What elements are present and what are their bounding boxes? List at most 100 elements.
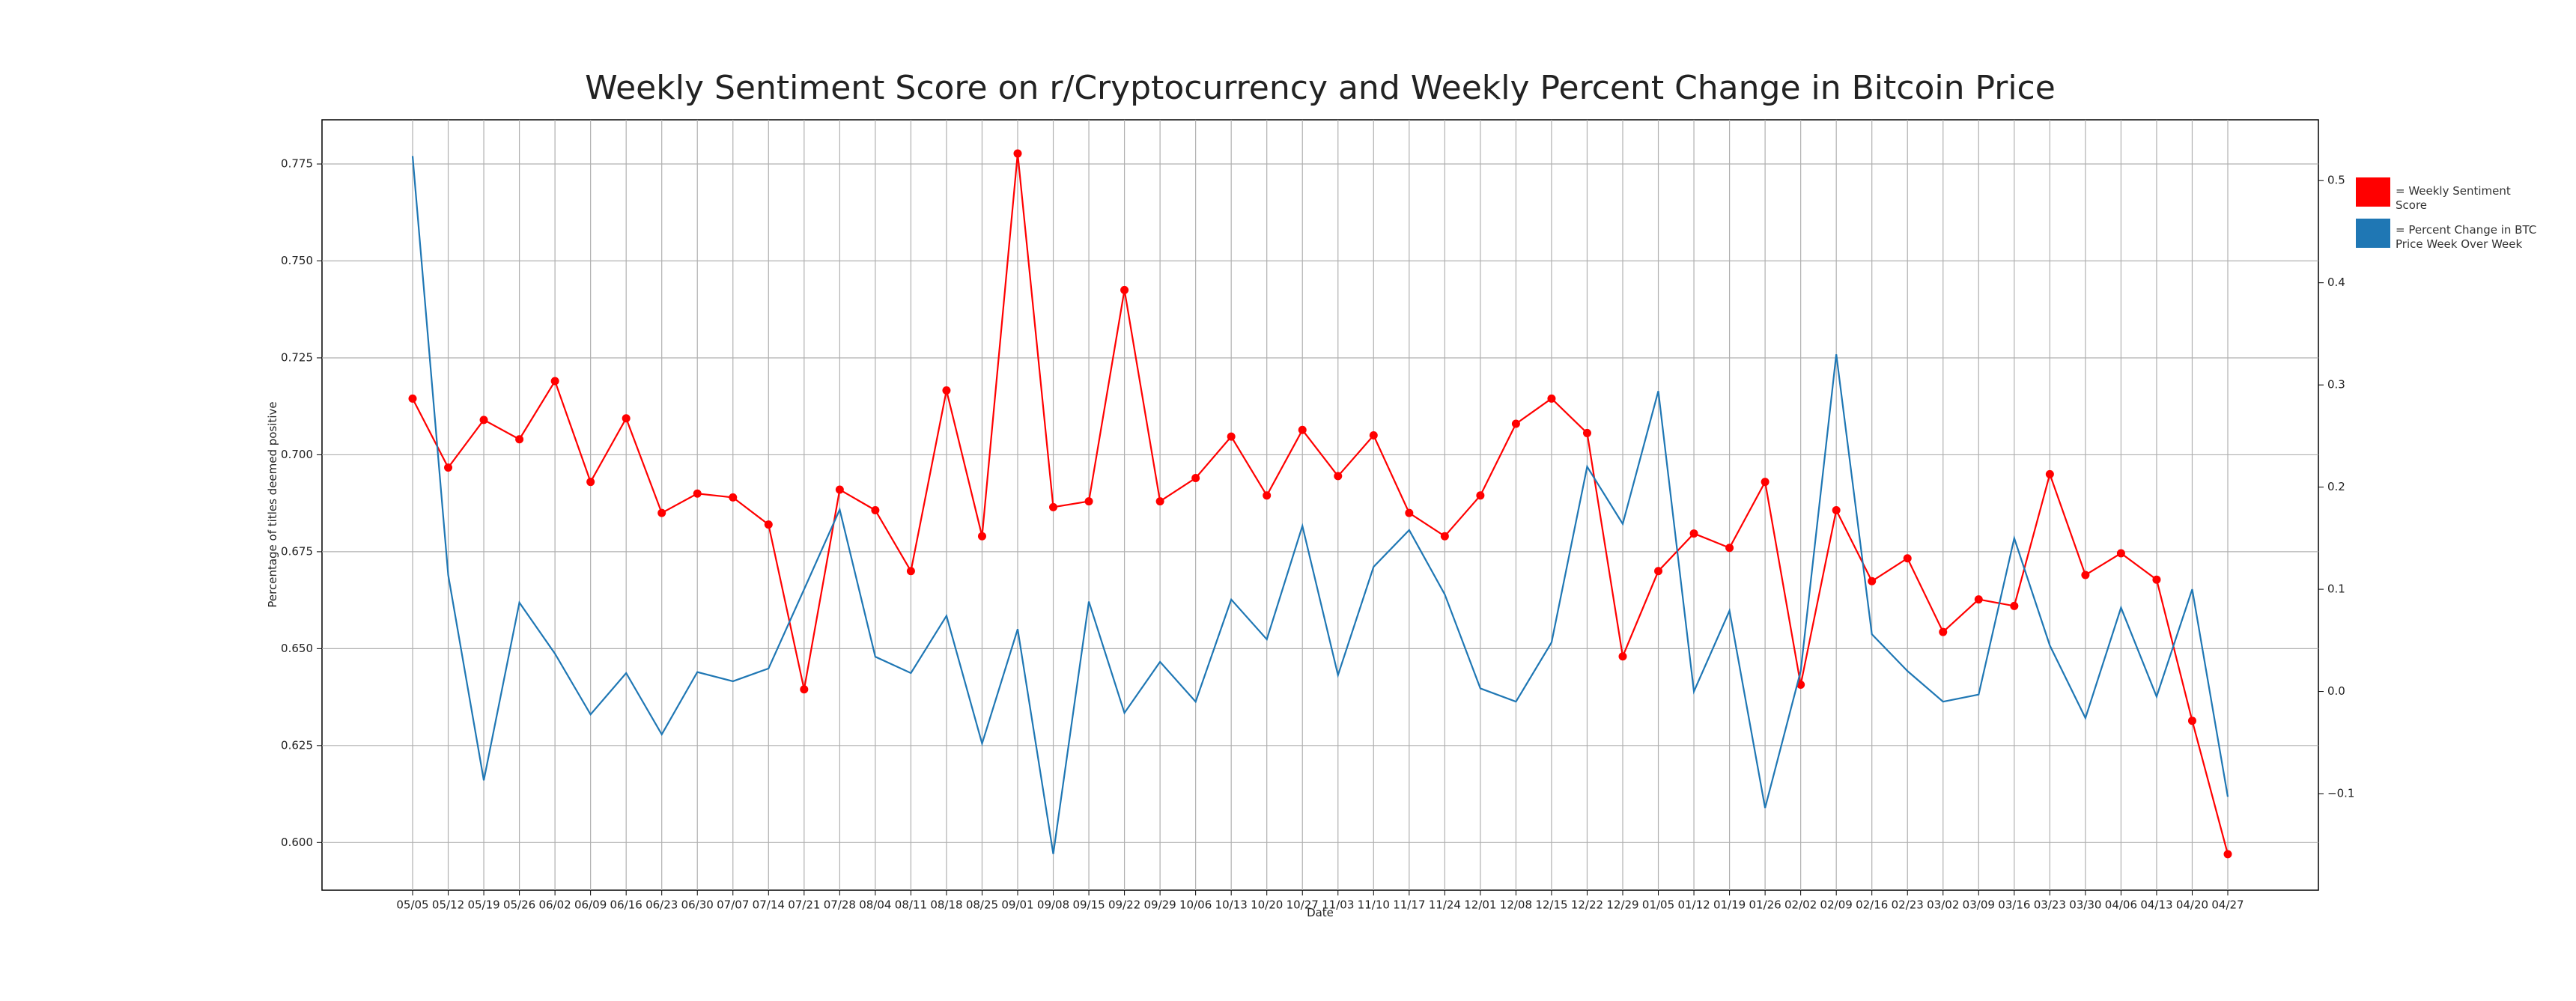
point bbox=[1868, 576, 1877, 585]
point bbox=[408, 394, 417, 403]
x-tick-label: 07/28 bbox=[824, 898, 856, 912]
point bbox=[586, 478, 595, 487]
y2-tick-label: 0.2 bbox=[2327, 480, 2345, 493]
point bbox=[622, 414, 631, 423]
point bbox=[800, 685, 809, 694]
y2-tick-label: 0.5 bbox=[2327, 174, 2345, 187]
point bbox=[515, 435, 524, 444]
x-tick-label: 04/06 bbox=[2105, 898, 2137, 912]
chart-title: Weekly Sentiment Score on r/Cryptocurren… bbox=[585, 69, 2056, 107]
x-tick-label: 05/05 bbox=[396, 898, 428, 912]
x-tick-label: 05/26 bbox=[503, 898, 535, 912]
line-series bbox=[412, 153, 2229, 855]
y-tick-label: 0.750 bbox=[281, 254, 313, 267]
x-tick-label: 06/16 bbox=[610, 898, 643, 912]
point bbox=[1369, 431, 1378, 440]
x-tick-label: 01/19 bbox=[1713, 898, 1746, 912]
point bbox=[1084, 497, 1093, 506]
point bbox=[1725, 544, 1734, 553]
legend-label: = Weekly Sentiment Score bbox=[2396, 184, 2511, 212]
x-tick-label: 08/25 bbox=[966, 898, 998, 912]
x-tick-label: 12/29 bbox=[1606, 898, 1638, 912]
point bbox=[1796, 681, 1805, 690]
y2-tick-label: 0.4 bbox=[2327, 276, 2345, 289]
x-tick-label: 10/13 bbox=[1215, 898, 1248, 912]
point bbox=[657, 508, 666, 517]
x-tick-label: 10/27 bbox=[1287, 898, 1319, 912]
point bbox=[1476, 491, 1485, 500]
x-tick-label: 02/09 bbox=[1820, 898, 1853, 912]
point bbox=[942, 386, 951, 395]
x-tick-label: 09/15 bbox=[1072, 898, 1105, 912]
x-tick-label: 07/07 bbox=[717, 898, 749, 912]
plot-frame bbox=[321, 119, 2319, 891]
x-tick-label: 03/02 bbox=[1927, 898, 1959, 912]
point bbox=[1191, 474, 1200, 483]
x-tick-label: 02/16 bbox=[1856, 898, 1888, 912]
y2-tick-label: −0.1 bbox=[2327, 787, 2354, 800]
point bbox=[2116, 549, 2125, 558]
x-tick-label: 12/15 bbox=[1535, 898, 1567, 912]
point bbox=[1654, 567, 1663, 576]
x-tick-label: 12/08 bbox=[1500, 898, 1532, 912]
point bbox=[871, 505, 880, 514]
point bbox=[1334, 472, 1343, 481]
x-tick-label: 09/08 bbox=[1037, 898, 1069, 912]
x-tick-label: 03/16 bbox=[1998, 898, 2030, 912]
x-tick-label: 01/26 bbox=[1749, 898, 1781, 912]
x-tick-label: 02/23 bbox=[1892, 898, 1924, 912]
x-tick-label: 03/30 bbox=[2069, 898, 2101, 912]
x-tick-label: 06/09 bbox=[574, 898, 607, 912]
point bbox=[1049, 502, 1058, 511]
point bbox=[977, 532, 986, 541]
line-series bbox=[411, 156, 2229, 854]
point bbox=[2187, 716, 2196, 725]
point bbox=[1227, 432, 1236, 441]
point bbox=[1298, 425, 1307, 434]
point bbox=[479, 416, 488, 425]
x-tick-label: 09/29 bbox=[1144, 898, 1176, 912]
point bbox=[1939, 627, 1948, 636]
point bbox=[1903, 554, 1912, 563]
x-tick-label: 02/02 bbox=[1784, 898, 1817, 912]
y-tick-label: 0.650 bbox=[281, 642, 313, 655]
x-tick-label: 09/01 bbox=[1001, 898, 1033, 912]
y-tick-label: 0.775 bbox=[281, 157, 313, 171]
point bbox=[2152, 575, 2161, 584]
x-axis-label: Date bbox=[1307, 906, 1334, 919]
point bbox=[2223, 850, 2232, 859]
point bbox=[906, 567, 915, 576]
x-tick-label: 11/03 bbox=[1322, 898, 1354, 912]
x-tick-label: 11/24 bbox=[1429, 898, 1461, 912]
point bbox=[1405, 508, 1414, 517]
x-tick-label: 12/22 bbox=[1571, 898, 1603, 912]
y-tick-label: 0.600 bbox=[281, 836, 313, 849]
point bbox=[1440, 532, 1449, 541]
point bbox=[1582, 428, 1591, 437]
point bbox=[693, 489, 702, 498]
point bbox=[1547, 394, 1556, 403]
x-tick-label: 08/18 bbox=[930, 898, 962, 912]
point bbox=[1761, 478, 1770, 487]
x-tick-label: 10/20 bbox=[1251, 898, 1283, 912]
x-tick-label: 07/21 bbox=[788, 898, 820, 912]
x-tick-label: 05/12 bbox=[432, 898, 464, 912]
y2-tick-label: 0.3 bbox=[2327, 378, 2345, 392]
x-tick-label: 05/19 bbox=[467, 898, 499, 912]
x-tick-label: 08/04 bbox=[859, 898, 891, 912]
x-tick-label: 07/14 bbox=[753, 898, 785, 912]
legend-swatch bbox=[2356, 219, 2390, 248]
point bbox=[1155, 497, 1164, 506]
x-tick-label: 01/05 bbox=[1642, 898, 1674, 912]
point bbox=[729, 493, 738, 502]
x-tick-label: 04/13 bbox=[2140, 898, 2172, 912]
legend-swatch bbox=[2356, 177, 2390, 207]
x-tick-label: 06/30 bbox=[681, 898, 714, 912]
x-tick-label: 04/20 bbox=[2176, 898, 2208, 912]
y2-tick-label: 0.0 bbox=[2327, 684, 2345, 698]
point bbox=[1013, 149, 1022, 158]
y-tick-label: 0.725 bbox=[281, 350, 313, 364]
x-tick-label: 03/23 bbox=[2034, 898, 2066, 912]
